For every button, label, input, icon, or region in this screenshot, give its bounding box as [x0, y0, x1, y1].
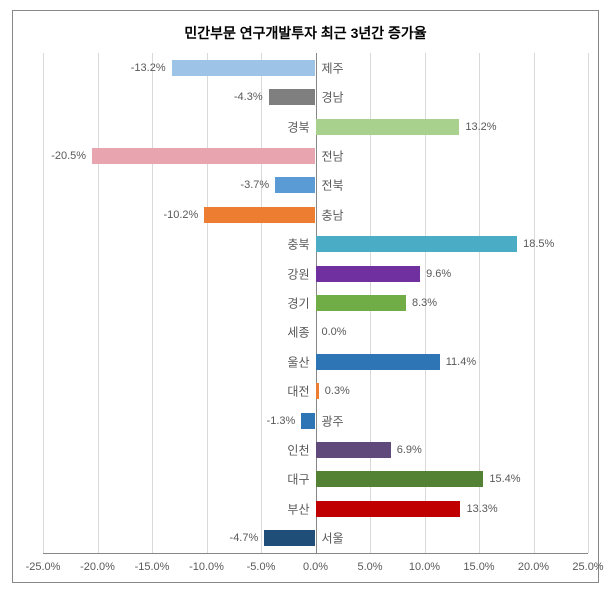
bar: [316, 501, 461, 517]
value-label: 15.4%: [483, 473, 520, 485]
value-label: 11.4%: [440, 356, 476, 368]
gridline: [98, 53, 99, 553]
category-label: 강원: [287, 265, 315, 282]
value-label: -3.7%: [240, 179, 275, 191]
category-label: 제주: [316, 59, 344, 76]
value-label: 9.6%: [420, 268, 451, 280]
bar: [316, 471, 484, 487]
gridline: [152, 53, 153, 553]
category-label: 대구: [287, 471, 315, 488]
value-label: -10.2%: [163, 209, 204, 221]
category-label: 충북: [287, 236, 315, 253]
bar: [204, 207, 315, 223]
value-label: -4.7%: [230, 532, 265, 544]
gridline: [261, 53, 262, 553]
x-tick-label: 0.0%: [303, 561, 328, 573]
gridline: [534, 53, 535, 553]
x-tick-label: -15.0%: [135, 561, 170, 573]
bar: [316, 442, 391, 458]
bar: [316, 266, 421, 282]
x-tick-label: 25.0%: [572, 561, 603, 573]
value-label: 13.3%: [460, 503, 497, 515]
category-label: 인천: [287, 442, 315, 459]
plot-area: -25.0%-20.0%-15.0%-10.0%-5.0%0.0%5.0%10.…: [43, 53, 588, 554]
value-label: 13.2%: [459, 121, 496, 133]
bar: [172, 60, 316, 76]
category-label: 전남: [316, 147, 344, 164]
bar: [301, 413, 315, 429]
category-label: 울산: [287, 353, 315, 370]
chart-title: 민간부문 연구개발투자 최근 3년간 증가율: [13, 11, 598, 49]
x-tick-label: -5.0%: [247, 561, 276, 573]
x-tick-label: 15.0%: [463, 561, 494, 573]
category-label: 광주: [316, 412, 344, 429]
category-label: 경남: [316, 89, 344, 106]
category-label: 부산: [287, 500, 315, 517]
value-label: 6.9%: [391, 444, 422, 456]
value-label: -1.3%: [267, 415, 302, 427]
value-label: -4.3%: [234, 91, 269, 103]
value-label: -13.2%: [131, 62, 172, 74]
category-label: 경북: [287, 118, 315, 135]
bar: [275, 177, 315, 193]
category-label: 경기: [287, 295, 315, 312]
gridline: [43, 53, 44, 553]
chart-container: 민간부문 연구개발투자 최근 3년간 증가율 -25.0%-20.0%-15.0…: [12, 10, 599, 583]
x-tick-label: -20.0%: [80, 561, 115, 573]
bar: [316, 354, 440, 370]
bar: [316, 295, 406, 311]
value-label: 18.5%: [517, 238, 554, 250]
x-tick-label: -25.0%: [26, 561, 61, 573]
category-label: 대전: [287, 383, 315, 400]
gridline: [207, 53, 208, 553]
category-label: 세종: [287, 324, 315, 341]
category-label: 충남: [316, 206, 344, 223]
category-label: 서울: [316, 530, 344, 547]
bar: [92, 148, 315, 164]
category-label: 전북: [316, 177, 344, 194]
value-label: 0.0%: [316, 326, 347, 338]
x-tick-label: -10.0%: [189, 561, 224, 573]
x-tick-label: 10.0%: [409, 561, 440, 573]
value-label: 0.3%: [319, 385, 350, 397]
gridline: [588, 53, 589, 553]
bar: [264, 530, 315, 546]
x-tick-label: 5.0%: [357, 561, 382, 573]
value-label: -20.5%: [51, 150, 92, 162]
bar: [316, 236, 518, 252]
bar: [316, 119, 460, 135]
value-label: 8.3%: [406, 297, 437, 309]
bar: [269, 89, 316, 105]
x-tick-label: 20.0%: [518, 561, 549, 573]
